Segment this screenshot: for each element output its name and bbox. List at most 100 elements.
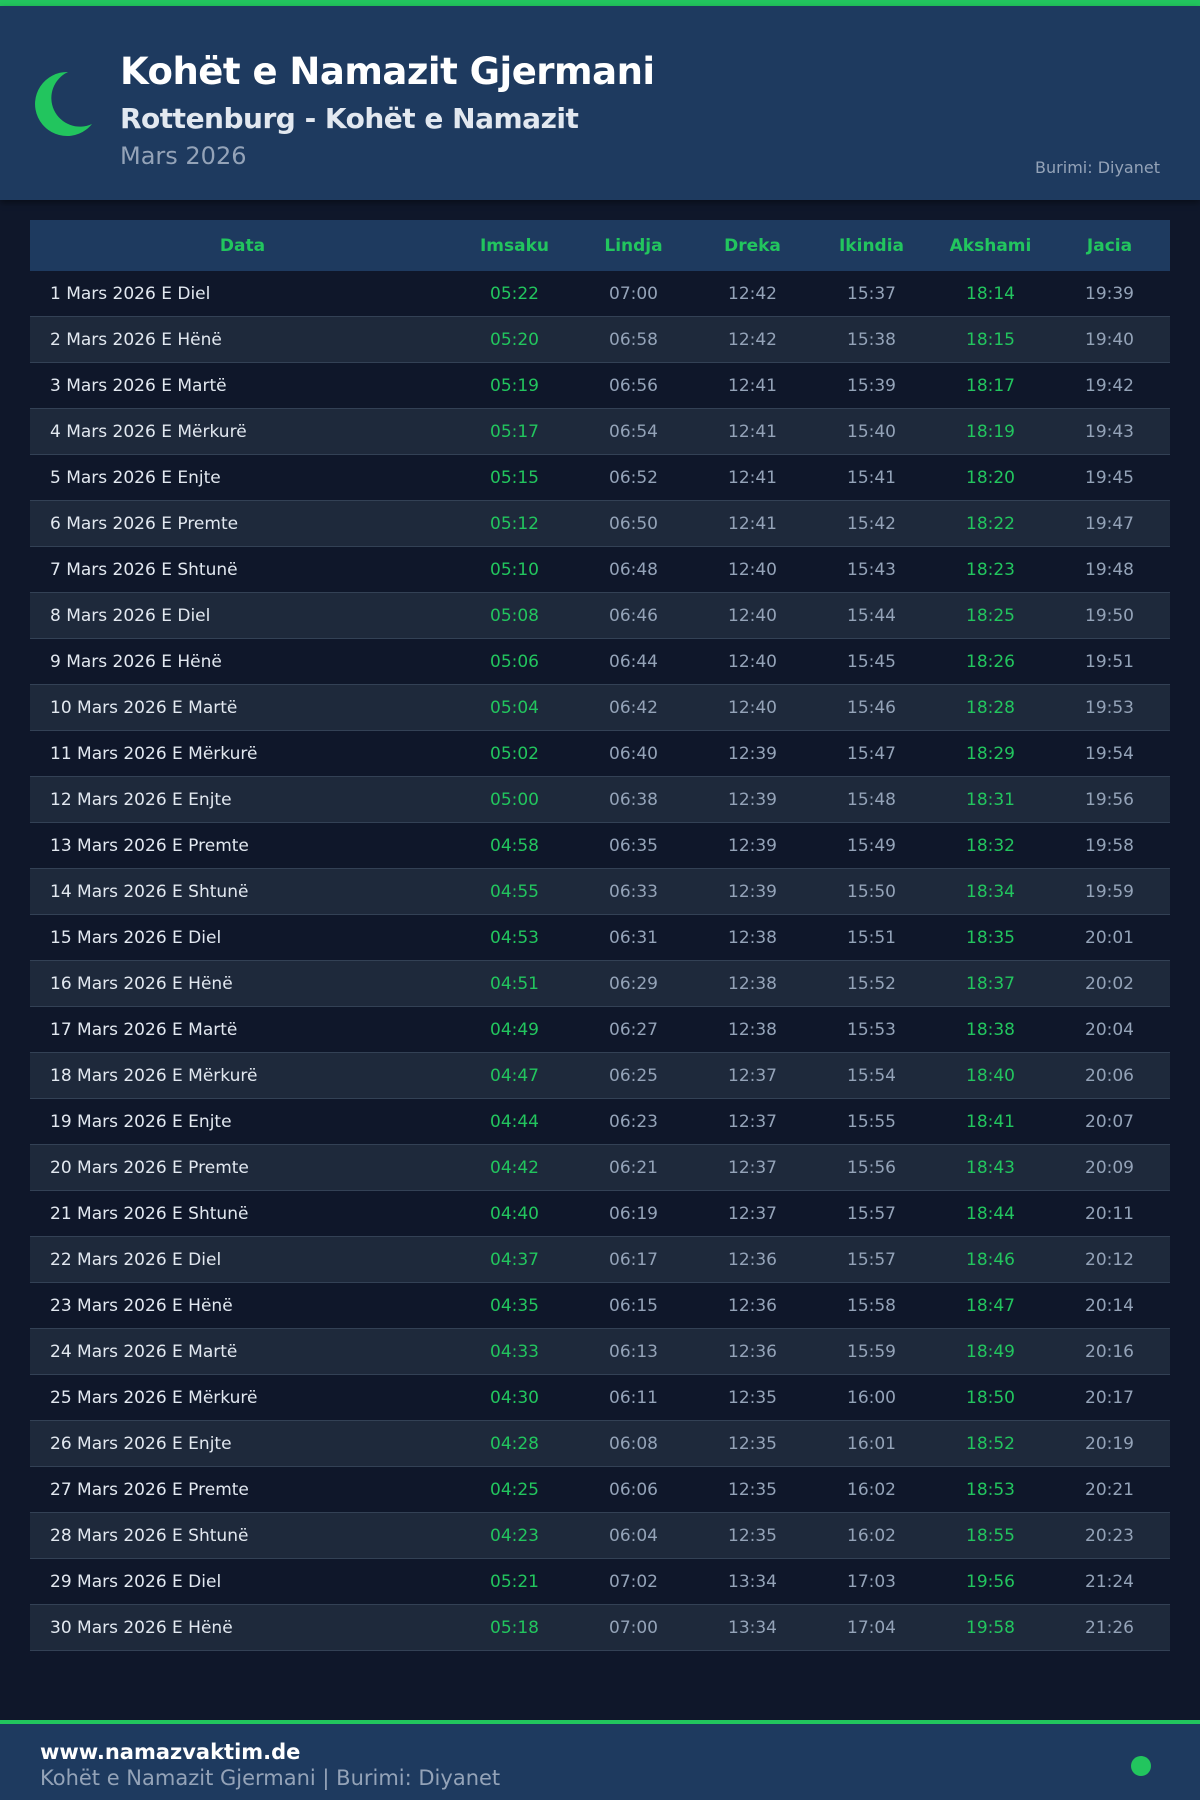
time-cell-dreka: 12:39 <box>728 881 777 902</box>
time-cell-jacia: 20:09 <box>1085 1157 1134 1178</box>
prayer-times-table: Data Imsaku Lindja Dreka Ikindia Akshami Jacia… <box>30 220 1170 1651</box>
time-cell-akshami: 18:47 <box>966 1295 1015 1316</box>
time-cell-ikindia: 17:04 <box>847 1617 896 1638</box>
page-footer: www.namazvaktim.de Kohët e Namazit Gjerm… <box>0 1724 1200 1800</box>
time-cell-dreka: 12:35 <box>728 1433 777 1454</box>
time-cell-jacia: 19:42 <box>1085 375 1134 396</box>
time-cell-akshami: 18:35 <box>966 927 1015 948</box>
time-cell-jacia: 20:12 <box>1085 1249 1134 1270</box>
time-cell-ikindia: 15:52 <box>847 973 896 994</box>
time-cell-dreka: 12:41 <box>728 375 777 396</box>
page-subtitle: Rottenburg - Kohët e Namazit <box>120 102 579 135</box>
time-cell-akshami: 18:50 <box>966 1387 1015 1408</box>
time-cell-dreka: 12:41 <box>728 513 777 534</box>
time-cell-lindja: 06:19 <box>609 1203 658 1224</box>
date-cell: 4 Mars 2026 E Mërkurë <box>50 421 247 442</box>
time-cell-imsaku: 04:49 <box>490 1019 539 1040</box>
time-cell-akshami: 18:46 <box>966 1249 1015 1270</box>
time-cell-imsaku: 05:10 <box>490 559 539 580</box>
time-cell-dreka: 12:42 <box>728 283 777 304</box>
table-row: 16 Mars 2026 E Hënë 04:51 06:29 12:38 15:52 1… <box>30 961 1170 1007</box>
time-cell-jacia: 19:50 <box>1085 605 1134 626</box>
column-header-imsaku: Imsaku <box>479 235 550 256</box>
date-cell: 21 Mars 2026 E Shtunë <box>50 1203 249 1224</box>
time-cell-jacia: 20:04 <box>1085 1019 1134 1040</box>
time-cell-imsaku: 05:17 <box>490 421 539 442</box>
time-cell-ikindia: 15:39 <box>847 375 896 396</box>
time-cell-akshami: 18:44 <box>966 1203 1015 1224</box>
time-cell-imsaku: 05:04 <box>490 697 539 718</box>
time-cell-dreka: 12:40 <box>728 651 777 672</box>
time-cell-imsaku: 05:21 <box>490 1571 539 1592</box>
time-cell-jacia: 19:59 <box>1085 881 1134 902</box>
table-row: 8 Mars 2026 E Diel 05:08 06:46 12:40 15:44 18… <box>30 593 1170 639</box>
table-row: 5 Mars 2026 E Enjte 05:15 06:52 12:41 15:41 1… <box>30 455 1170 501</box>
time-cell-ikindia: 15:57 <box>847 1249 896 1270</box>
time-cell-lindja: 06:52 <box>609 467 658 488</box>
time-cell-jacia: 19:39 <box>1085 283 1134 304</box>
month-label: Mars 2026 <box>120 142 247 170</box>
date-cell: 2 Mars 2026 E Hënë <box>50 329 222 350</box>
time-cell-lindja: 06:42 <box>609 697 658 718</box>
date-cell: 11 Mars 2026 E Mërkurë <box>50 743 258 764</box>
table-row: 10 Mars 2026 E Martë 05:04 06:42 12:40 15:46… <box>30 685 1170 731</box>
table-row: 9 Mars 2026 E Hënë 05:06 06:44 12:40 15:45 18… <box>30 639 1170 685</box>
time-cell-jacia: 19:48 <box>1085 559 1134 580</box>
time-cell-lindja: 06:33 <box>609 881 658 902</box>
time-cell-dreka: 13:34 <box>728 1571 777 1592</box>
time-cell-dreka: 12:40 <box>728 605 777 626</box>
time-cell-lindja: 06:54 <box>609 421 658 442</box>
time-cell-jacia: 19:54 <box>1085 743 1134 764</box>
time-cell-imsaku: 04:30 <box>490 1387 539 1408</box>
table-row: 2 Mars 2026 E Hënë 05:20 06:58 12:42 15:38 18… <box>30 317 1170 363</box>
time-cell-imsaku: 05:08 <box>490 605 539 626</box>
time-cell-dreka: 12:42 <box>728 329 777 350</box>
time-cell-ikindia: 15:51 <box>847 927 896 948</box>
time-cell-akshami: 18:34 <box>966 881 1015 902</box>
time-cell-akshami: 18:32 <box>966 835 1015 856</box>
table-row: 15 Mars 2026 E Diel 04:53 06:31 12:38 15:51 1… <box>30 915 1170 961</box>
date-cell: 22 Mars 2026 E Diel <box>50 1249 222 1270</box>
time-cell-lindja: 06:56 <box>609 375 658 396</box>
time-cell-dreka: 12:40 <box>728 559 777 580</box>
time-cell-imsaku: 05:00 <box>490 789 539 810</box>
table-row: 22 Mars 2026 E Diel 04:37 06:17 12:36 15:57 1… <box>30 1237 1170 1283</box>
time-cell-imsaku: 05:06 <box>490 651 539 672</box>
time-cell-akshami: 18:28 <box>966 697 1015 718</box>
source-label: Burimi: Diyanet <box>1035 158 1160 177</box>
time-cell-lindja: 06:21 <box>609 1157 658 1178</box>
time-cell-akshami: 18:29 <box>966 743 1015 764</box>
table-row: 17 Mars 2026 E Martë 04:49 06:27 12:38 15:53… <box>30 1007 1170 1053</box>
date-cell: 17 Mars 2026 E Martë <box>50 1019 238 1040</box>
time-cell-lindja: 06:44 <box>609 651 658 672</box>
time-cell-lindja: 06:23 <box>609 1111 658 1132</box>
table-row: 19 Mars 2026 E Enjte 04:44 06:23 12:37 15:55… <box>30 1099 1170 1145</box>
table-row: 20 Mars 2026 E Premte 04:42 06:21 12:37 15:5… <box>30 1145 1170 1191</box>
time-cell-imsaku: 04:25 <box>490 1479 539 1500</box>
time-cell-lindja: 06:25 <box>609 1065 658 1086</box>
time-cell-lindja: 06:15 <box>609 1295 658 1316</box>
time-cell-ikindia: 15:46 <box>847 697 896 718</box>
column-header-akshami: Akshami <box>949 235 1032 256</box>
time-cell-jacia: 19:45 <box>1085 467 1134 488</box>
time-cell-akshami: 18:43 <box>966 1157 1015 1178</box>
time-cell-jacia: 21:24 <box>1085 1571 1134 1592</box>
time-cell-lindja: 06:27 <box>609 1019 658 1040</box>
time-cell-jacia: 20:07 <box>1085 1111 1134 1132</box>
time-cell-dreka: 12:35 <box>728 1387 777 1408</box>
date-cell: 18 Mars 2026 E Mërkurë <box>50 1065 258 1086</box>
footer-site-link[interactable]: www.namazvaktim.de <box>40 1740 301 1764</box>
time-cell-jacia: 19:58 <box>1085 835 1134 856</box>
time-cell-jacia: 20:02 <box>1085 973 1134 994</box>
table-row: 3 Mars 2026 E Martë 05:19 06:56 12:41 15:39 1… <box>30 363 1170 409</box>
time-cell-lindja: 07:00 <box>609 283 658 304</box>
time-cell-ikindia: 16:00 <box>847 1387 896 1408</box>
time-cell-dreka: 12:36 <box>728 1249 777 1270</box>
time-cell-lindja: 06:11 <box>609 1387 658 1408</box>
time-cell-jacia: 19:53 <box>1085 697 1134 718</box>
time-cell-ikindia: 15:56 <box>847 1157 896 1178</box>
time-cell-ikindia: 15:37 <box>847 283 896 304</box>
page-header: Kohët e Namazit Gjermani Rottenburg - Ko… <box>0 6 1200 200</box>
date-cell: 14 Mars 2026 E Shtunë <box>50 881 249 902</box>
time-cell-imsaku: 04:40 <box>490 1203 539 1224</box>
